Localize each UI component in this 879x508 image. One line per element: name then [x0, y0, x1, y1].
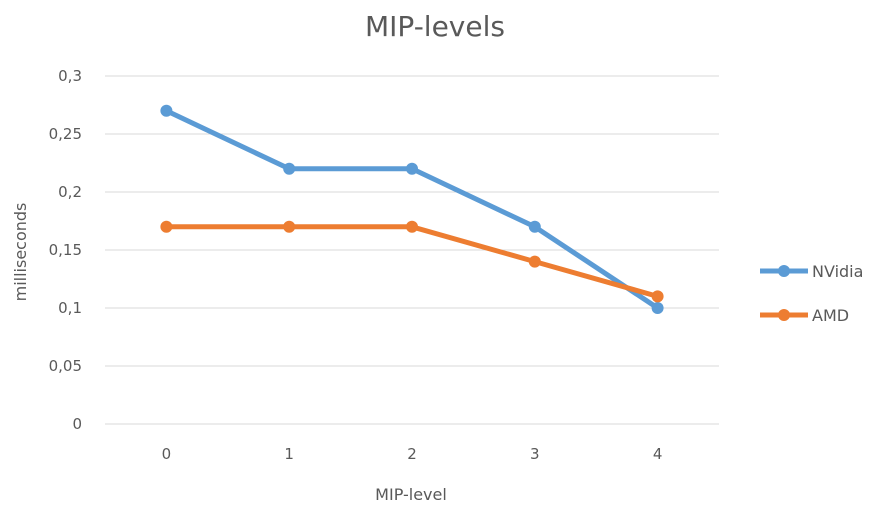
data-point-nvidia [283, 162, 296, 175]
series-lines [160, 104, 664, 314]
x-tick-label: 0 [162, 445, 172, 463]
data-point-amd [528, 255, 541, 268]
gridlines [105, 75, 719, 425]
data-point-nvidia [528, 220, 541, 233]
y-tick-label: 0,2 [58, 183, 82, 201]
y-tick-label: 0,3 [58, 67, 82, 85]
legend-label-amd: AMD [812, 306, 849, 325]
y-tick-label: 0 [72, 415, 82, 433]
y-tick-label: 0,05 [49, 357, 82, 375]
x-tick-label: 2 [407, 445, 417, 463]
data-point-amd [406, 220, 418, 233]
x-tick-label: 3 [530, 445, 540, 463]
series-line-nvidia [163, 108, 661, 311]
data-point-nvidia [406, 162, 418, 175]
x-tick-label: 1 [284, 445, 294, 463]
legend-marker-amd [778, 309, 790, 321]
y-axis-title: milliseconds [11, 203, 30, 302]
data-point-amd [651, 290, 664, 303]
data-point-nvidia [651, 302, 664, 314]
legend-label-nvidia: NVidia [812, 262, 863, 281]
chart-title: MIP-levels [365, 10, 505, 43]
y-tick-label: 0,25 [49, 125, 82, 143]
x-axis-ticks: 0 1 2 3 4 [162, 445, 663, 463]
x-tick-label: 4 [653, 445, 663, 463]
legend-marker-nvidia [778, 265, 790, 277]
y-tick-label: 0,15 [49, 241, 82, 259]
data-point-amd [283, 220, 296, 233]
y-axis-ticks: 0 0,05 0,1 0,15 0,2 0,25 0,3 [49, 67, 82, 433]
data-point-amd [160, 220, 173, 233]
legend: NVidia AMD [760, 262, 863, 325]
y-tick-label: 0,1 [58, 299, 82, 317]
data-point-nvidia [160, 104, 173, 117]
x-axis-title: MIP-level [375, 485, 447, 504]
